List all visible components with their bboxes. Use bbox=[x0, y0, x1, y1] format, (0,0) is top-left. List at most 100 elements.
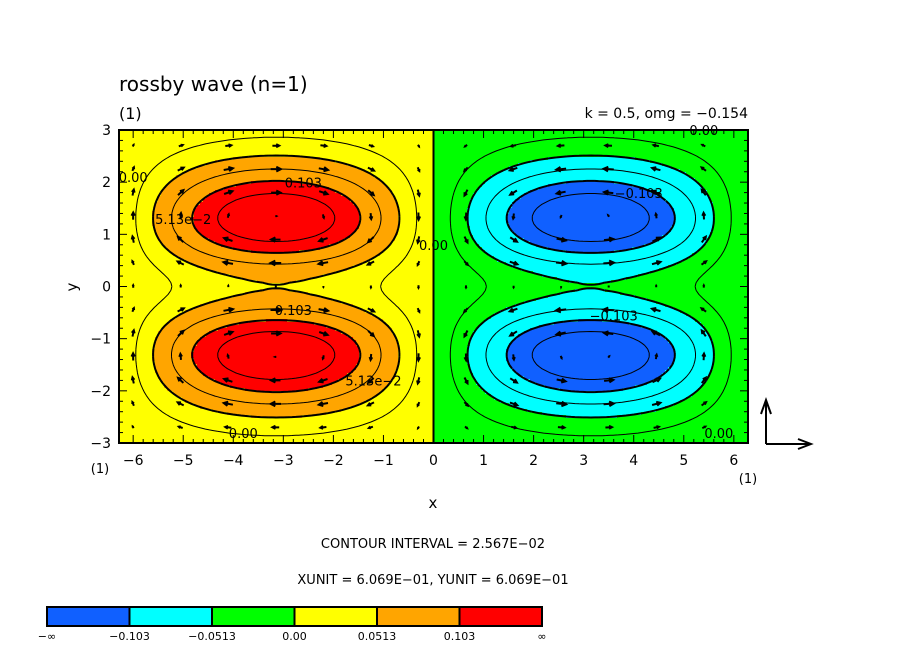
fill-cell bbox=[203, 277, 206, 280]
fill-cell bbox=[194, 337, 197, 340]
fill-cell bbox=[173, 247, 176, 250]
fill-cell bbox=[218, 136, 221, 139]
fill-cell bbox=[185, 274, 188, 277]
fill-cell bbox=[140, 256, 143, 259]
fill-cell bbox=[134, 409, 137, 412]
fill-cell bbox=[137, 133, 140, 136]
fill-cell bbox=[167, 286, 170, 289]
fill-cell bbox=[164, 313, 167, 316]
fill-cell bbox=[128, 223, 131, 226]
fill-cell bbox=[164, 196, 167, 199]
fill-cell bbox=[134, 286, 137, 289]
fill-cell bbox=[152, 295, 155, 298]
fill-cell bbox=[218, 292, 221, 295]
fill-cell bbox=[155, 352, 158, 355]
fill-cell bbox=[242, 214, 245, 217]
fill-cell bbox=[242, 139, 245, 142]
fill-cell bbox=[212, 226, 215, 229]
fill-cell bbox=[179, 391, 182, 394]
fill-cell bbox=[191, 286, 194, 289]
fill-cell bbox=[131, 229, 134, 232]
fill-cell bbox=[161, 196, 164, 199]
fill-cell bbox=[218, 415, 221, 418]
fill-cell bbox=[128, 355, 131, 358]
fill-cell bbox=[254, 310, 257, 313]
fill-cell bbox=[206, 244, 209, 247]
fill-cell bbox=[242, 376, 245, 379]
fill-cell bbox=[146, 142, 149, 145]
fill-cell bbox=[218, 169, 221, 172]
fill-cell bbox=[185, 145, 188, 148]
fill-cell bbox=[233, 229, 236, 232]
fill-cell bbox=[251, 301, 254, 304]
fill-cell bbox=[251, 199, 254, 202]
fill-cell bbox=[125, 319, 128, 322]
fill-cell bbox=[251, 298, 254, 301]
fill-cell bbox=[125, 196, 128, 199]
fill-cell bbox=[233, 367, 236, 370]
fill-cell bbox=[194, 334, 197, 337]
fill-cell bbox=[194, 382, 197, 385]
fill-cell bbox=[179, 430, 182, 433]
fill-cell bbox=[131, 205, 134, 208]
fill-cell bbox=[215, 388, 218, 391]
fill-cell bbox=[173, 145, 176, 148]
fill-cell bbox=[221, 178, 224, 181]
fill-cell bbox=[227, 301, 230, 304]
fill-cell bbox=[215, 427, 218, 430]
fill-cell bbox=[206, 166, 209, 169]
fill-cell bbox=[206, 424, 209, 427]
fill-cell bbox=[131, 295, 134, 298]
fill-cell bbox=[257, 259, 260, 262]
fill-cell bbox=[203, 232, 206, 235]
fill-cell bbox=[212, 205, 215, 208]
fill-cell bbox=[131, 361, 134, 364]
fill-cell bbox=[224, 370, 227, 373]
fill-cell bbox=[152, 244, 155, 247]
fill-cell bbox=[185, 388, 188, 391]
fill-cell bbox=[227, 151, 230, 154]
fill-cell bbox=[146, 421, 149, 424]
fill-cell bbox=[188, 301, 191, 304]
fill-cell bbox=[164, 403, 167, 406]
fill-cell bbox=[239, 418, 242, 421]
fill-cell bbox=[212, 346, 215, 349]
fill-cell bbox=[212, 349, 215, 352]
fill-cell bbox=[254, 199, 257, 202]
fill-cell bbox=[239, 244, 242, 247]
fill-cell bbox=[233, 364, 236, 367]
fill-cell bbox=[203, 340, 206, 343]
fill-cell bbox=[176, 340, 179, 343]
fill-cell bbox=[146, 298, 149, 301]
fill-cell bbox=[128, 310, 131, 313]
fill-cell bbox=[254, 316, 257, 319]
fill-cell bbox=[143, 340, 146, 343]
fill-cell bbox=[194, 412, 197, 415]
fill-cell bbox=[221, 166, 224, 169]
fill-cell bbox=[239, 340, 242, 343]
fill-cell bbox=[128, 286, 131, 289]
fill-cell bbox=[158, 316, 161, 319]
fill-cell bbox=[239, 394, 242, 397]
fill-cell bbox=[227, 346, 230, 349]
fill-cell bbox=[158, 136, 161, 139]
fill-cell bbox=[257, 199, 260, 202]
fill-cell bbox=[245, 199, 248, 202]
fill-cell bbox=[218, 388, 221, 391]
fill-cell bbox=[158, 415, 161, 418]
fill-cell bbox=[218, 331, 221, 334]
fill-cell bbox=[209, 358, 212, 361]
fill-cell bbox=[257, 358, 260, 361]
fill-cell bbox=[134, 415, 137, 418]
fill-cell bbox=[137, 385, 140, 388]
fill-cell bbox=[194, 286, 197, 289]
fill-cell bbox=[188, 439, 191, 442]
fill-cell bbox=[206, 352, 209, 355]
fill-cell bbox=[170, 433, 173, 436]
fill-cell bbox=[233, 334, 236, 337]
fill-cell bbox=[125, 283, 128, 286]
fill-cell bbox=[155, 259, 158, 262]
fill-cell bbox=[224, 163, 227, 166]
fill-cell bbox=[194, 439, 197, 442]
fill-cell bbox=[254, 226, 257, 229]
